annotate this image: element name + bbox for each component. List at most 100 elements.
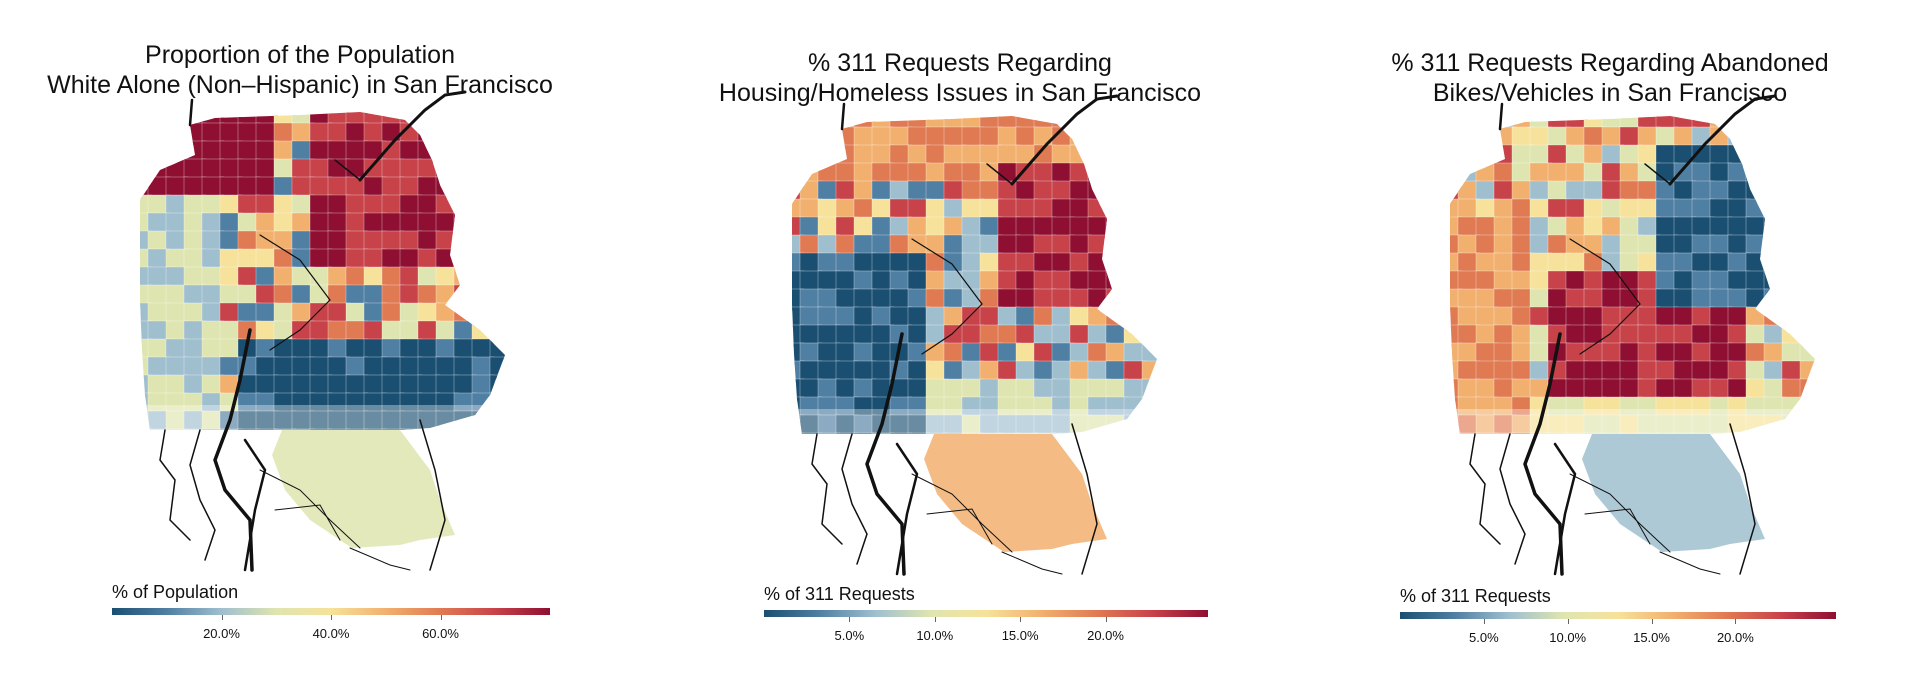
- region: [1105, 216, 1129, 240]
- road: [911, 473, 1013, 553]
- region: [147, 140, 171, 164]
- region: [799, 432, 823, 434]
- region: [1818, 271, 1840, 293]
- region: [489, 176, 505, 200]
- region: [997, 432, 1021, 434]
- road: [1729, 423, 1756, 575]
- road: [1579, 303, 1641, 355]
- road: [841, 433, 868, 565]
- region: [508, 357, 530, 379]
- region: [1160, 235, 1182, 257]
- region: [1450, 126, 1463, 150]
- region: [1565, 432, 1589, 434]
- region: [1141, 306, 1157, 330]
- map-regions: [1450, 109, 1840, 455]
- region: [1141, 432, 1157, 434]
- region: [489, 112, 505, 128]
- region: [1781, 270, 1805, 294]
- region: [889, 432, 913, 434]
- legend-tick: [849, 617, 851, 622]
- region: [1475, 432, 1499, 434]
- region: [1691, 432, 1715, 434]
- region: [508, 375, 530, 397]
- region: [508, 213, 530, 235]
- region: [1123, 252, 1147, 276]
- region: [1105, 234, 1129, 258]
- region: [1818, 109, 1840, 131]
- region: [1763, 432, 1787, 434]
- region: [435, 158, 459, 182]
- region: [1799, 270, 1815, 294]
- region: [1799, 198, 1815, 222]
- region: [165, 122, 189, 146]
- region: [1781, 288, 1805, 312]
- road: [911, 238, 983, 305]
- region: [1763, 116, 1787, 132]
- region: [291, 428, 315, 430]
- region: [1781, 306, 1805, 330]
- region: [489, 266, 505, 290]
- region: [1123, 288, 1147, 312]
- region: [979, 432, 1003, 434]
- region: [1123, 162, 1147, 186]
- region: [1141, 234, 1157, 258]
- region: [273, 428, 297, 430]
- region: [1123, 216, 1147, 240]
- region: [508, 195, 530, 217]
- region: [1818, 433, 1840, 455]
- region: [508, 123, 530, 145]
- region: [471, 428, 495, 430]
- region: [471, 158, 495, 182]
- region: [435, 112, 459, 128]
- region: [508, 285, 530, 307]
- region: [453, 176, 477, 200]
- region: [1493, 432, 1517, 434]
- region: [1763, 180, 1787, 204]
- region: [943, 432, 967, 434]
- mask-band: [782, 409, 1172, 434]
- region: [792, 126, 805, 150]
- region: [1160, 343, 1182, 365]
- region: [871, 432, 895, 434]
- region: [1105, 288, 1129, 312]
- road: [274, 504, 341, 541]
- region: [508, 267, 530, 289]
- map-title-line2: White Alone (Non–Hispanic) in San Franci…: [47, 71, 553, 99]
- road: [1010, 94, 1119, 186]
- region: [489, 212, 505, 236]
- road: [243, 438, 267, 572]
- region: [309, 428, 333, 430]
- region: [453, 230, 477, 254]
- legend-tick: [1105, 617, 1107, 622]
- road: [1659, 551, 1721, 575]
- region: [907, 432, 931, 434]
- legend-tick-label: 20.0%: [203, 626, 240, 641]
- road: [1644, 163, 1671, 185]
- road: [865, 332, 906, 576]
- region: [1123, 126, 1147, 150]
- road: [419, 419, 446, 571]
- region: [508, 231, 530, 253]
- region: [1160, 109, 1182, 131]
- region: [1601, 432, 1625, 434]
- region: [1457, 144, 1481, 168]
- legend-tick: [440, 615, 442, 620]
- region: [1450, 116, 1463, 132]
- legend: % of Population 20.0% 40.0% 60.0%: [112, 582, 550, 652]
- region: [453, 122, 477, 146]
- region: [508, 303, 530, 325]
- region: [1763, 234, 1787, 258]
- region: [1141, 216, 1157, 240]
- region: [453, 248, 477, 272]
- region: [1160, 199, 1182, 221]
- region: [1475, 116, 1499, 132]
- region: [453, 212, 477, 236]
- region: [508, 159, 530, 181]
- region: [1457, 126, 1481, 150]
- region: [1799, 288, 1815, 312]
- region: [799, 116, 823, 132]
- region: [1511, 432, 1535, 434]
- legend-title: % of 311 Requests: [764, 584, 915, 604]
- region: [1105, 252, 1129, 276]
- legend-tick: [1651, 619, 1653, 624]
